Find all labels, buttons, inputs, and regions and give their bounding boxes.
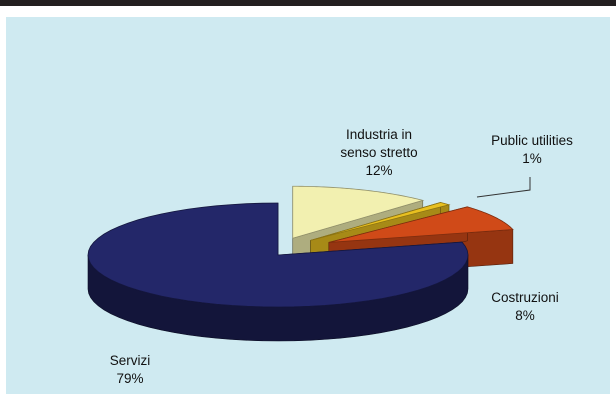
pie-chart: Industria in senso stretto 12% Public ut… — [87, 127, 573, 386]
label-industria-pct: 12% — [365, 163, 392, 178]
chart-panel: Industria in senso stretto 12% Public ut… — [6, 17, 610, 394]
slice-top-servizi — [87, 202, 469, 308]
top-border-bar — [0, 0, 616, 6]
public-utilities-leader-line — [476, 177, 531, 198]
label-costruzioni-pct: 8% — [515, 308, 535, 323]
slice-top-costruzioni — [328, 206, 514, 243]
label-servizi-name: Servizi — [110, 353, 151, 368]
label-public-utilities-pct: 1% — [522, 151, 542, 166]
pie-slices — [87, 185, 514, 342]
label-public-utilities-name: Public utilities — [491, 133, 573, 148]
label-industria-line1: Industria in — [346, 127, 412, 142]
slice-top-industria-in-senso-stretto — [292, 185, 425, 239]
label-industria-line2: senso stretto — [340, 145, 417, 160]
slice-top-public-utilities — [310, 202, 451, 241]
label-servizi-pct: 79% — [116, 371, 143, 386]
label-costruzioni-name: Costruzioni — [491, 290, 559, 305]
